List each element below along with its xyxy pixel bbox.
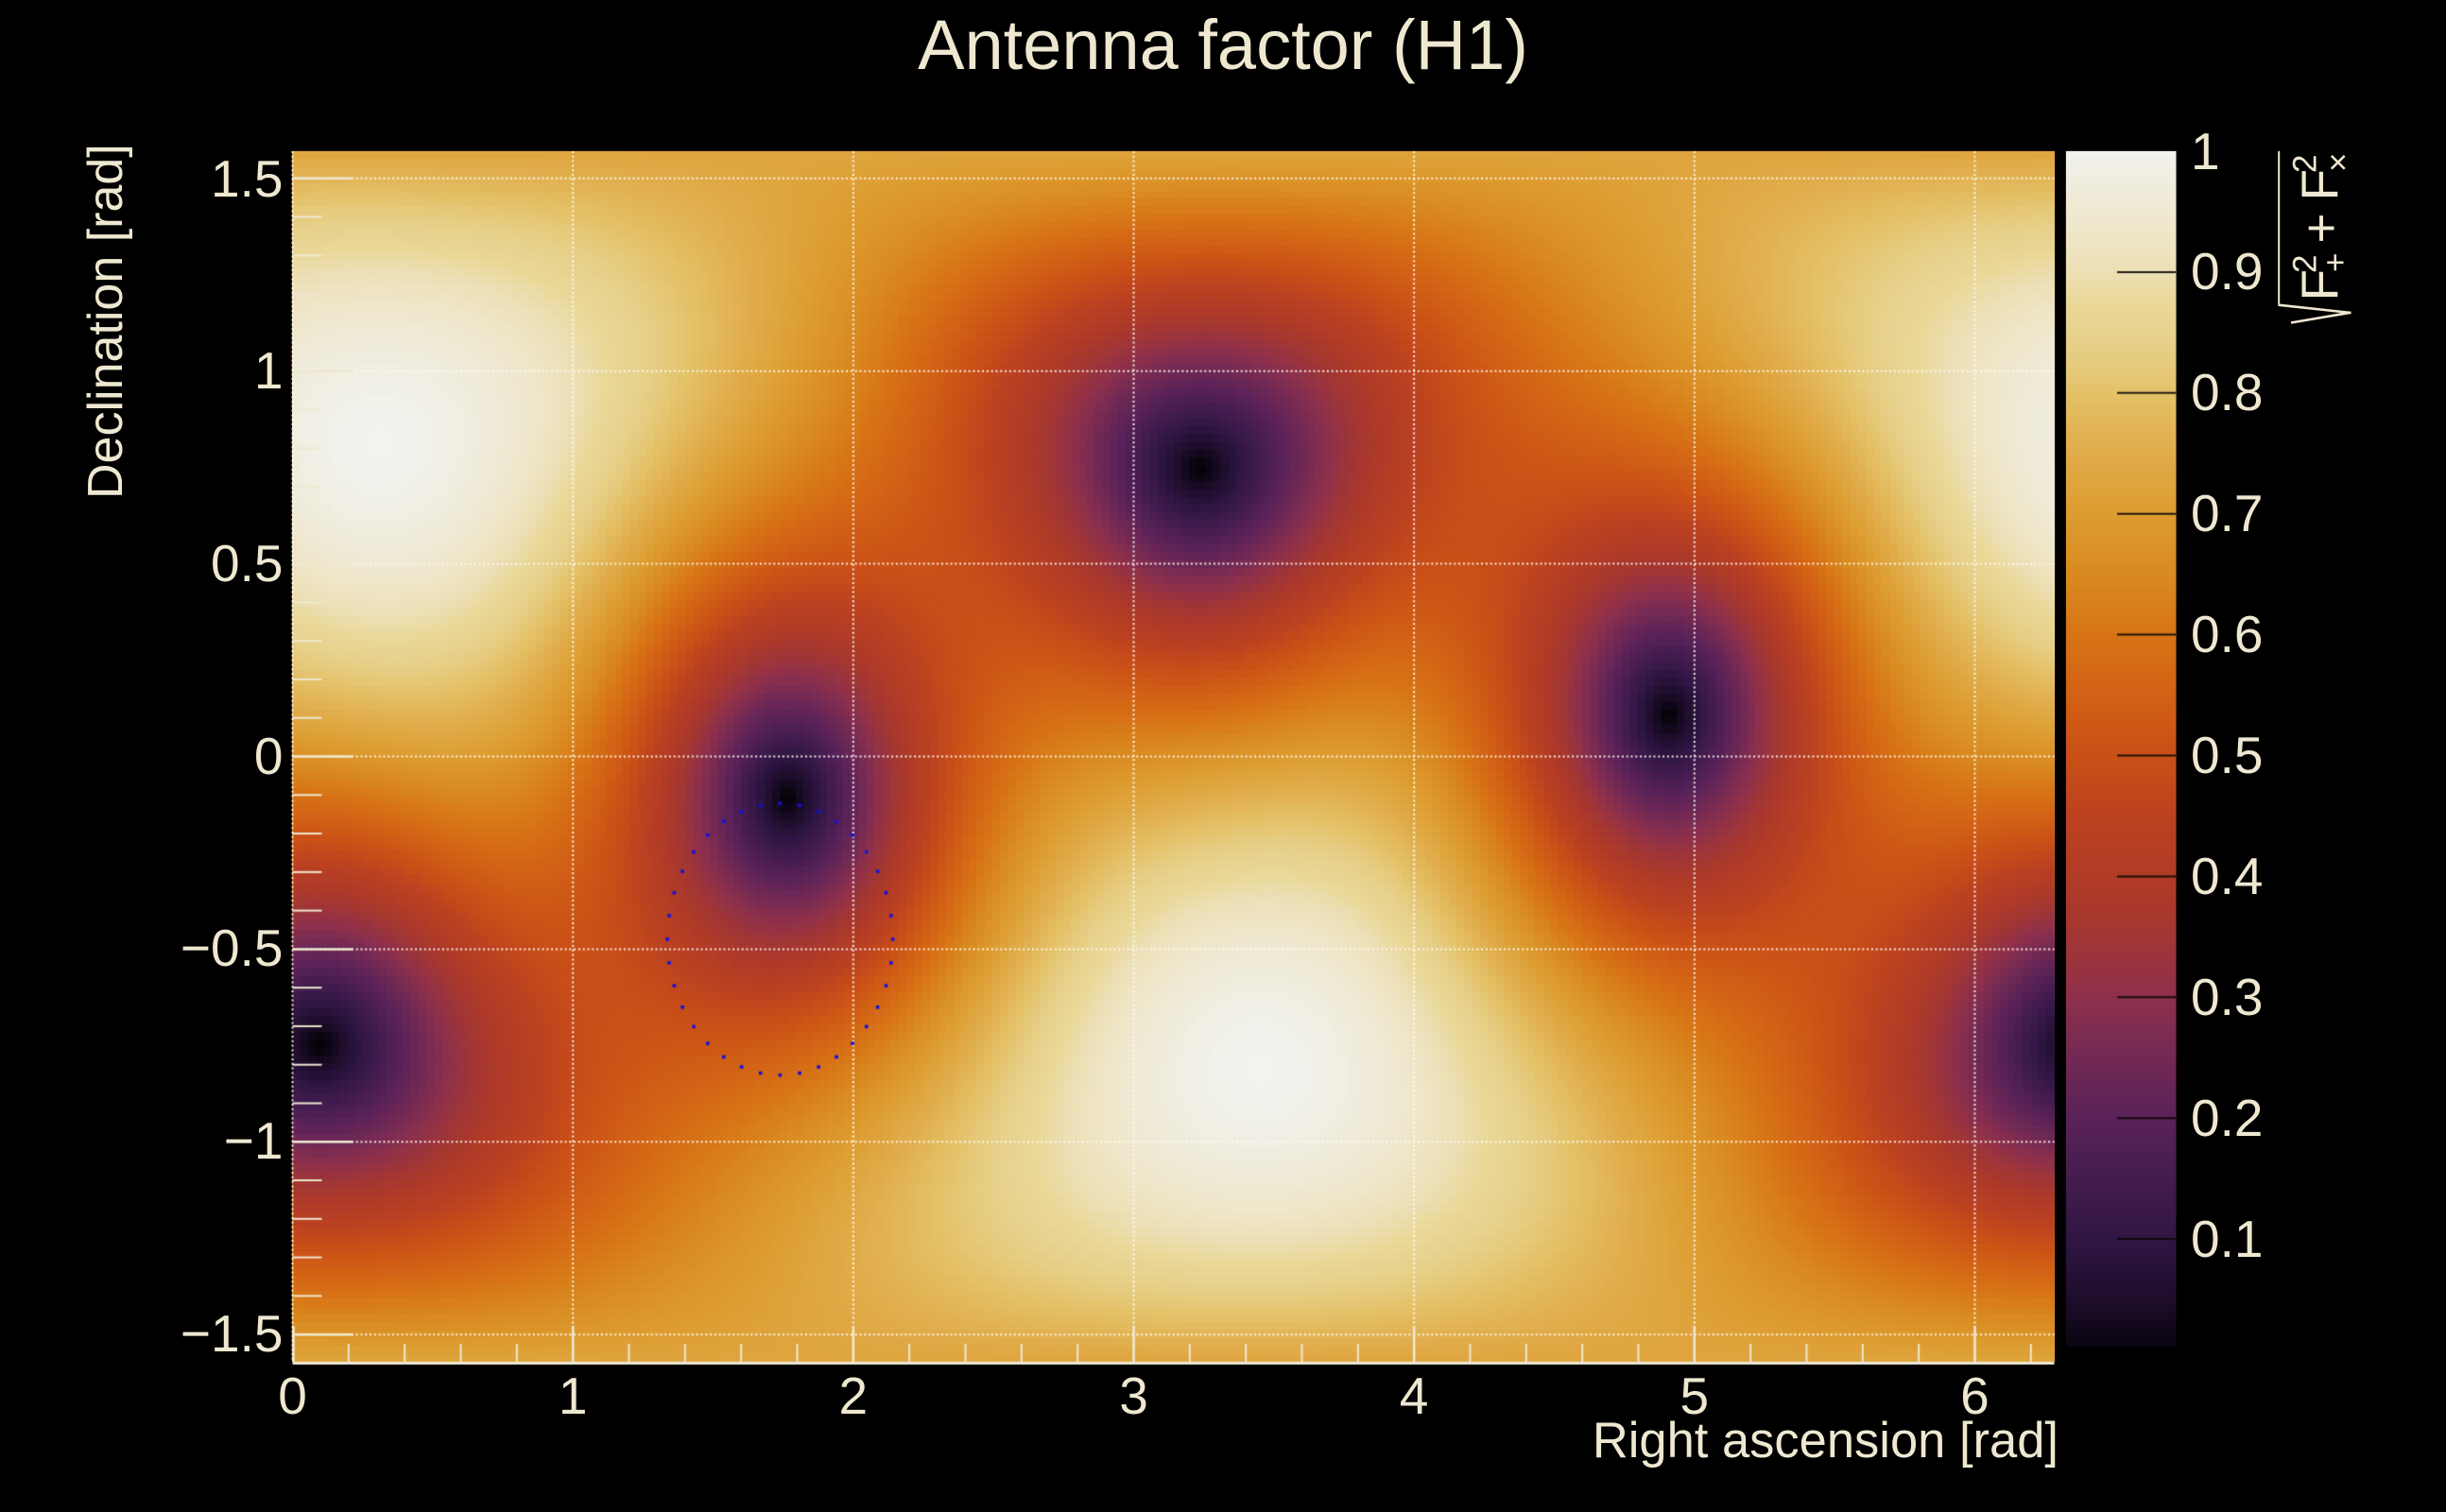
svg-text:×: × [2320, 153, 2357, 172]
svg-text:2: 2 [2287, 255, 2324, 273]
svg-text:F: F [2291, 269, 2350, 301]
svg-text:2: 2 [2287, 155, 2324, 173]
svg-text:+: + [2317, 253, 2354, 272]
svg-text:F: F [2291, 169, 2350, 201]
svg-text:+: + [2292, 213, 2351, 243]
svg-text:Declination [rad]: Declination [rad] [78, 144, 133, 499]
